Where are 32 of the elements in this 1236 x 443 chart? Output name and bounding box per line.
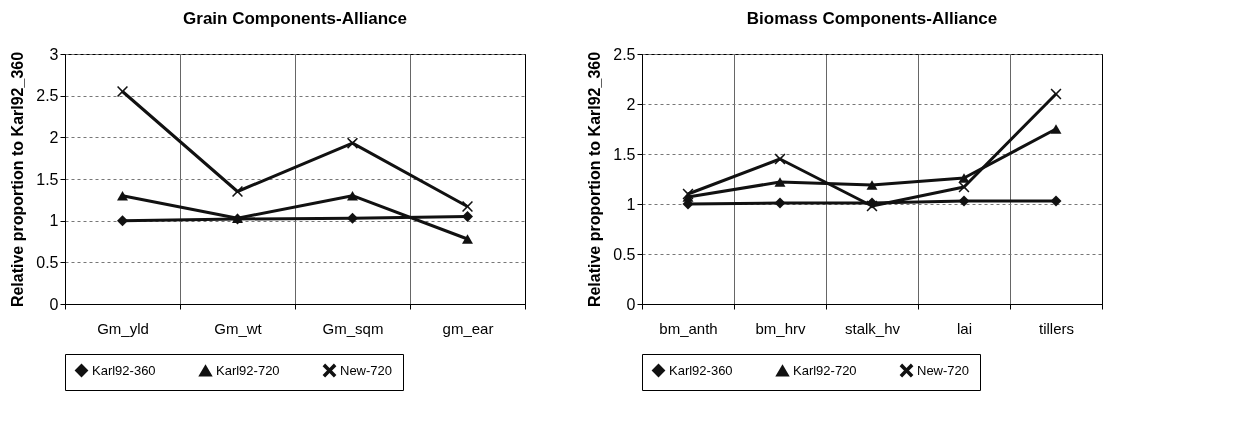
y-tick-label: 0 xyxy=(626,295,636,313)
y-tick-label: 3 xyxy=(49,45,59,63)
x-tick-label: Gm_wt xyxy=(214,319,263,337)
y-axis-title: Relative proportion to Karl92_360 xyxy=(586,51,604,308)
x-tick-label: bm_hrv xyxy=(755,319,806,337)
y-tick-label: 1 xyxy=(49,212,59,230)
y-tick-label: 1.5 xyxy=(613,145,636,163)
y-tick-label: 0.5 xyxy=(36,253,59,271)
y-tick-label: 2 xyxy=(626,95,636,113)
x-tick-label: Gm_yld xyxy=(97,319,149,337)
y-tick-label: 1 xyxy=(626,195,636,213)
y-tick-label: 2.5 xyxy=(613,45,636,63)
legend-label: Karl92-720 xyxy=(793,362,857,378)
legend-label: Karl92-360 xyxy=(669,362,733,378)
y-axis-title: Relative proportion to Karl92_360 xyxy=(9,51,27,308)
legend-label: Karl92-360 xyxy=(92,362,156,378)
legend-label: Karl92-720 xyxy=(216,362,280,378)
x-tick-label: gm_ear xyxy=(442,319,494,337)
y-tick-label: 2.5 xyxy=(36,87,59,105)
y-tick-label: 0 xyxy=(49,295,59,313)
legend-label: New-720 xyxy=(917,362,970,378)
y-tick-label: 0.5 xyxy=(613,245,636,263)
x-tick-label: lai xyxy=(956,319,973,337)
y-tick-label: 2 xyxy=(49,128,59,146)
x-tick-label: Gm_sqm xyxy=(322,319,384,337)
y-tick-label: 1.5 xyxy=(36,170,59,188)
x-tick-label: bm_anth xyxy=(659,319,718,337)
x-tick-label: stalk_hv xyxy=(844,319,901,337)
x-tick-label: tillers xyxy=(1038,319,1075,337)
chart-title: Biomass Components-Alliance xyxy=(746,9,998,28)
chart-title: Grain Components-Alliance xyxy=(183,9,407,28)
legend-label: New-720 xyxy=(340,362,393,378)
